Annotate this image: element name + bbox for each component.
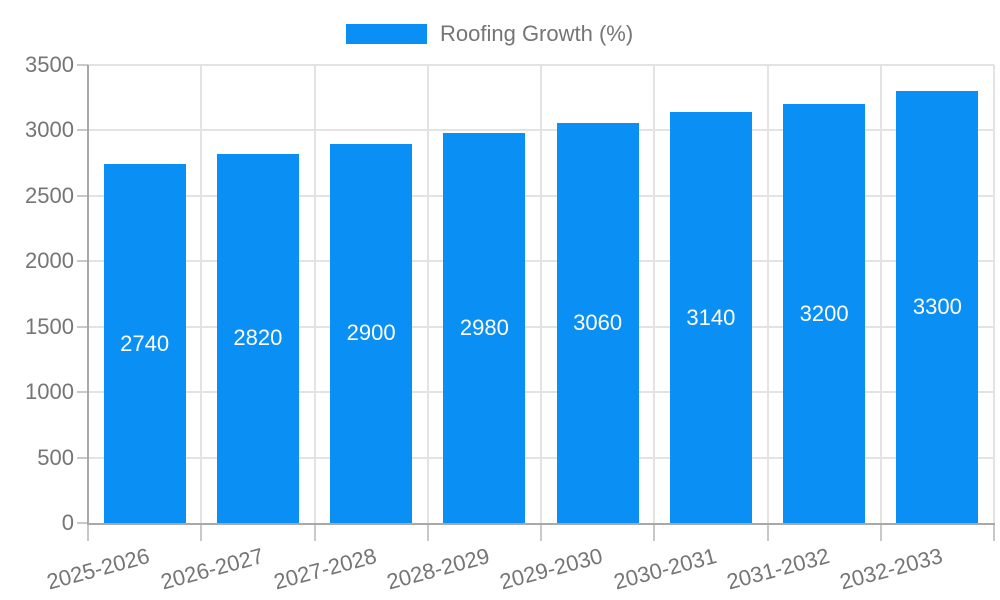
- x-axis-tick: [540, 523, 542, 541]
- bar-value-label: 3060: [573, 309, 623, 335]
- y-axis-label: 3500: [25, 52, 74, 77]
- y-axis-tick: [77, 260, 88, 263]
- x-axis-tick: [426, 523, 429, 541]
- x-axis-label: 2026-2027: [157, 543, 266, 595]
- v-gridline: [313, 65, 316, 523]
- legend: Roofing Growth (%): [346, 21, 634, 46]
- x-axis-tick: [313, 523, 316, 541]
- v-gridline: [540, 65, 542, 523]
- x-axis-label: 2030-2031: [610, 543, 719, 595]
- legend-label: Roofing Growth (%): [440, 21, 634, 46]
- bar-2027-2028[interactable]: 2900: [330, 143, 413, 523]
- y-axis-label: 1500: [25, 313, 74, 339]
- y-axis-tick: [77, 129, 88, 132]
- bar-2029-2030[interactable]: 3060: [556, 122, 639, 523]
- y-axis-label: 0: [61, 510, 74, 535]
- y-axis-tick: [77, 325, 88, 328]
- v-gridline: [879, 65, 882, 523]
- bar-value-label: 2820: [233, 325, 283, 351]
- x-axis-tick: [879, 523, 882, 541]
- bar-value-label: 2900: [346, 320, 396, 346]
- bar-2030-2031[interactable]: 3140: [669, 112, 752, 523]
- v-gridline: [993, 65, 995, 523]
- bar-value-label: 3300: [912, 294, 962, 320]
- x-axis-label: 2029-2030: [497, 543, 606, 595]
- y-axis-label: 2500: [25, 182, 74, 208]
- bar-2032-2033[interactable]: 3300: [896, 91, 979, 523]
- x-axis-label: 2028-2029: [384, 543, 493, 595]
- y-axis-line: [87, 65, 89, 523]
- y-axis-tick: [77, 456, 88, 459]
- bar-2026-2027[interactable]: 2820: [216, 153, 299, 523]
- x-axis-label: 2027-2028: [270, 543, 380, 595]
- x-axis-tick: [653, 523, 656, 541]
- bar-value-label: 2980: [459, 315, 509, 340]
- bar-value-label: 3140: [686, 304, 736, 330]
- x-axis-tick: [87, 523, 89, 541]
- y-axis-label: 3000: [25, 117, 74, 143]
- y-axis-label: 2000: [25, 248, 74, 274]
- x-axis-tick: [200, 523, 203, 541]
- legend-color-swatch: [346, 24, 427, 44]
- v-gridline: [766, 65, 769, 523]
- x-axis-label: 2025-2026: [44, 543, 153, 595]
- y-axis-label: 1000: [25, 379, 74, 405]
- x-axis-label: 2032-2033: [837, 543, 946, 595]
- bar-value-label: 3200: [799, 300, 849, 326]
- y-axis-tick: [77, 391, 88, 394]
- bar-value-label: 2740: [120, 330, 170, 356]
- x-axis-tick: [766, 523, 769, 541]
- v-gridline: [653, 65, 656, 523]
- x-axis-label: 2031-2032: [723, 543, 833, 595]
- bar-2028-2029[interactable]: 2980: [443, 133, 526, 523]
- y-axis-tick: [77, 194, 88, 197]
- v-gridline: [426, 65, 429, 523]
- v-gridline: [200, 65, 203, 523]
- x-axis-baseline: [87, 523, 995, 525]
- y-axis-tick: [77, 64, 88, 66]
- bar-2031-2032[interactable]: 3200: [783, 104, 866, 523]
- x-axis-tick: [993, 523, 995, 541]
- y-axis-label: 500: [37, 444, 74, 470]
- y-axis-tick: [77, 522, 88, 524]
- bar-2025-2026[interactable]: 2740: [103, 164, 186, 523]
